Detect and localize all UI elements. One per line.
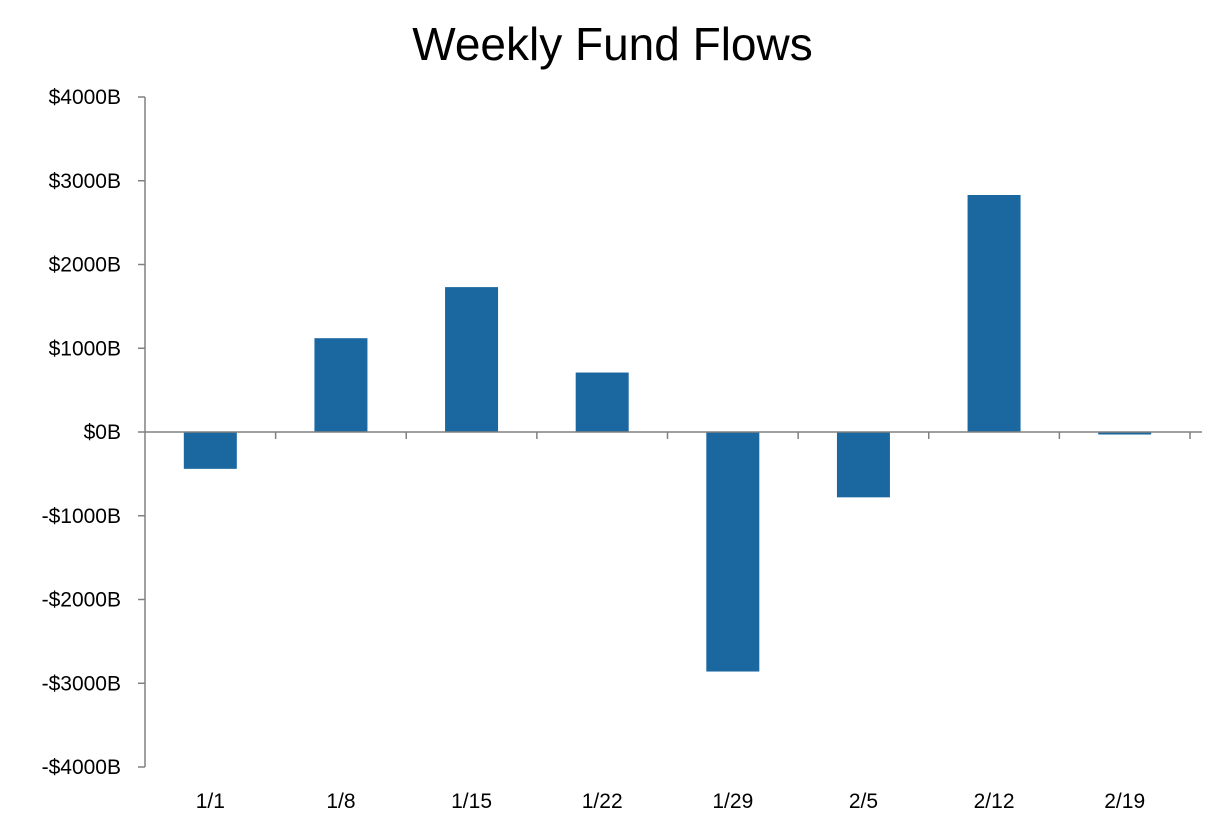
x-tick-label: 1/29 [712, 790, 753, 813]
bar [314, 338, 368, 432]
bar [706, 432, 760, 672]
y-tick-label: $3000B [49, 170, 121, 193]
bar [575, 372, 629, 432]
y-tick-label: $1000B [49, 337, 121, 360]
x-tick-label: 2/12 [974, 790, 1015, 813]
x-tick-label: 2/5 [849, 790, 878, 813]
bar [967, 194, 1021, 432]
x-tick-label: 1/15 [451, 790, 492, 813]
x-axis: 1/1 1/8 1/15 1/22 1/29 2/5 2/12 2/19 [145, 431, 1202, 813]
y-tick-label: $0B [84, 421, 121, 444]
y-tick-label: -$1000B [42, 505, 121, 528]
y-tick-label: -$3000B [42, 672, 121, 695]
bar [445, 287, 499, 432]
x-tick-label: 1/1 [196, 790, 225, 813]
chart-title: Weekly Fund Flows [412, 18, 813, 70]
y-tick-label: $2000B [49, 254, 121, 277]
x-tick-label: 1/8 [326, 790, 355, 813]
y-tick-label: -$4000B [42, 756, 121, 779]
x-tick-label: 2/19 [1104, 790, 1145, 813]
bar [836, 432, 890, 498]
x-tick-label: 1/22 [582, 790, 623, 813]
y-tick-label: $4000B [49, 86, 121, 109]
y-axis: $4000B $3000B $2000B $1000B $0B -$1000B -$2000… [42, 86, 146, 779]
bar [183, 432, 237, 469]
bars [183, 194, 1152, 672]
bar [1098, 432, 1152, 435]
y-tick-label: -$2000B [42, 589, 121, 612]
